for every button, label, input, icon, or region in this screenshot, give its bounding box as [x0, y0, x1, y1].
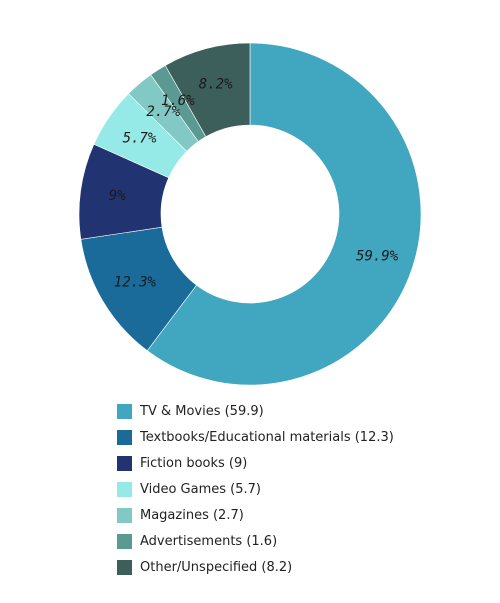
slice-label-video-games: 5.7%: [123, 130, 157, 146]
donut-slice-labels: 59.9% 12.3% 9% 5.7% 2.7%1.6%8.2%: [109, 76, 399, 290]
slice-label-textbooks-educational-materials: 12.3%: [114, 275, 157, 291]
slice-tv-movies[interactable]: [146, 42, 422, 386]
legend-swatch: [117, 481, 132, 497]
legend-swatch: [117, 507, 132, 523]
legend-label: Textbooks/Educational materials (12.3): [140, 429, 394, 445]
legend-swatch: [117, 403, 132, 419]
legend-item-magazines[interactable]: Magazines (2.7): [117, 502, 394, 528]
slice-label-advertisements: 1.6%: [161, 93, 195, 109]
slice-label-tv-movies: 59.9%: [356, 248, 399, 264]
legend-label: Magazines (2.7): [140, 507, 244, 523]
legend-item-video-games[interactable]: Video Games (5.7): [117, 476, 394, 502]
legend-label: Advertisements (1.6): [140, 533, 278, 549]
legend-swatch: [117, 559, 132, 575]
slice-label-fiction-books: 9%: [109, 188, 126, 204]
legend-item-fiction-books[interactable]: Fiction books (9): [117, 450, 394, 476]
legend-label: Video Games (5.7): [140, 481, 261, 497]
legend-item-textbooks[interactable]: Textbooks/Educational materials (12.3): [117, 424, 394, 450]
legend-swatch: [117, 429, 132, 445]
slice-label-other-unspecified: 8.2%: [199, 76, 233, 92]
legend-label: Fiction books (9): [140, 455, 248, 471]
legend-swatch: [117, 455, 132, 471]
legend-item-advertisements[interactable]: Advertisements (1.6): [117, 528, 394, 554]
legend-label: Other/Unspecified (8.2): [140, 559, 293, 575]
chart-legend: TV & Movies (59.9) Textbooks/Educational…: [117, 398, 394, 580]
legend-swatch: [117, 533, 132, 549]
donut-slices: [78, 42, 422, 386]
slice-label-magazines: 2.7%: [146, 104, 180, 120]
legend-label: TV & Movies (59.9): [140, 403, 264, 419]
slice-other-unspecified[interactable]: [164, 42, 251, 138]
legend-item-tv-movies[interactable]: TV & Movies (59.9): [117, 398, 394, 424]
donut-chart: 59.9% 12.3% 9% 5.7% 2.7%1.6%8.2%: [78, 42, 422, 386]
legend-item-other-unspecified[interactable]: Other/Unspecified (8.2): [117, 554, 394, 580]
